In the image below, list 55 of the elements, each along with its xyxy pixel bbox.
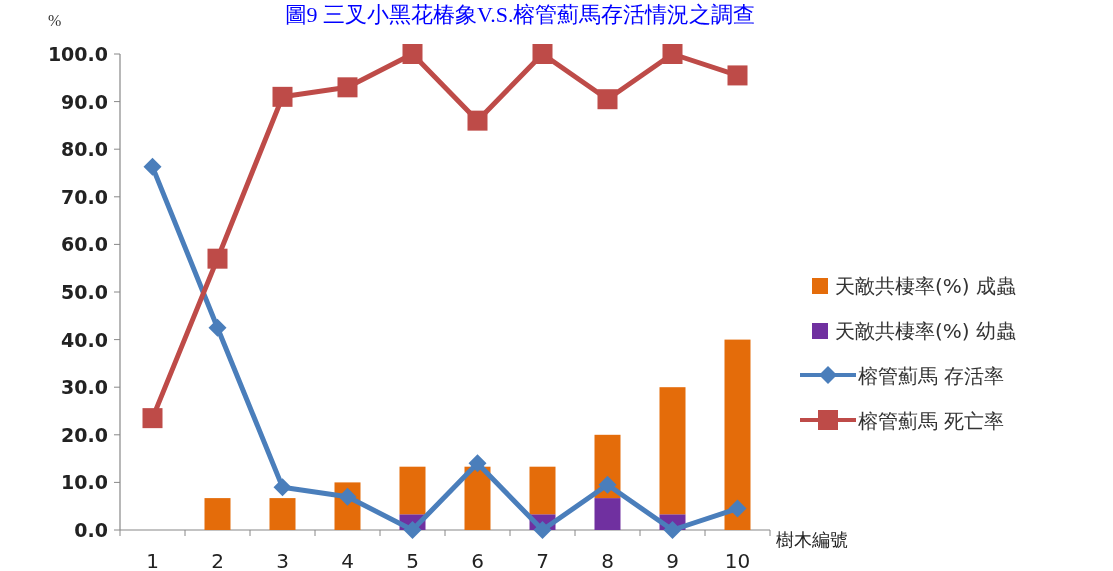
point bbox=[598, 475, 617, 494]
point bbox=[337, 77, 358, 98]
x-tick-label: 2 bbox=[211, 549, 224, 571]
x-tick-label: 4 bbox=[341, 549, 354, 571]
x-axis-title: 樹木編號 bbox=[776, 529, 848, 550]
point bbox=[727, 65, 748, 86]
point bbox=[663, 521, 682, 539]
x-tick-label: 1 bbox=[146, 549, 159, 571]
y-tick-label: 30.0 bbox=[61, 376, 108, 399]
bar bbox=[269, 498, 296, 530]
legend-label: 天敵共棲率(%) 幼蟲 bbox=[835, 319, 1016, 343]
y-tick-label: 90.0 bbox=[61, 90, 108, 113]
y-tick-label: 40.0 bbox=[61, 328, 108, 351]
legend-label: 榕管薊馬 死亡率 bbox=[858, 409, 1005, 433]
point bbox=[207, 248, 228, 269]
point bbox=[142, 408, 163, 429]
point bbox=[467, 110, 488, 131]
y-tick-label: 80.0 bbox=[61, 138, 108, 161]
x-tick-label: 7 bbox=[536, 549, 549, 571]
x-tick-label: 8 bbox=[601, 549, 614, 571]
point bbox=[533, 521, 552, 539]
x-tick-label: 3 bbox=[276, 549, 289, 571]
point bbox=[208, 318, 227, 337]
bar bbox=[204, 498, 231, 530]
legend-label: 天敵共棲率(%) 成蟲 bbox=[835, 274, 1016, 298]
point bbox=[662, 44, 683, 64]
y-tick-label: 100.0 bbox=[47, 43, 108, 65]
point bbox=[728, 499, 747, 518]
y-tick-label: 70.0 bbox=[61, 185, 108, 208]
bar bbox=[464, 466, 491, 530]
point bbox=[532, 44, 553, 64]
point bbox=[402, 44, 423, 64]
legend-label: 榕管薊馬 存活率 bbox=[858, 364, 1005, 388]
y-axis-title: % bbox=[48, 12, 62, 29]
point bbox=[143, 157, 162, 176]
chart-title: 圖9 三叉小黑花椿象V.S.榕管薊馬存活情況之調查 bbox=[284, 2, 756, 27]
bar bbox=[529, 466, 556, 515]
y-tick-label: 60.0 bbox=[61, 233, 108, 256]
point bbox=[597, 89, 618, 110]
y-tick-label: 50.0 bbox=[61, 281, 108, 303]
bar bbox=[724, 339, 751, 530]
point bbox=[273, 478, 292, 497]
y-tick-label: 10.0 bbox=[61, 471, 108, 494]
bar bbox=[399, 466, 426, 515]
x-tick-label: 5 bbox=[406, 549, 419, 571]
x-tick-label: 6 bbox=[471, 549, 484, 571]
y-tick-label: 20.0 bbox=[61, 423, 108, 446]
point bbox=[272, 86, 293, 107]
bar bbox=[659, 387, 686, 515]
bar bbox=[594, 498, 621, 530]
point bbox=[468, 454, 487, 473]
x-tick-label: 10 bbox=[724, 549, 751, 571]
y-tick-label: 0.0 bbox=[74, 519, 108, 541]
x-tick-label: 9 bbox=[666, 549, 679, 571]
point bbox=[403, 521, 422, 539]
